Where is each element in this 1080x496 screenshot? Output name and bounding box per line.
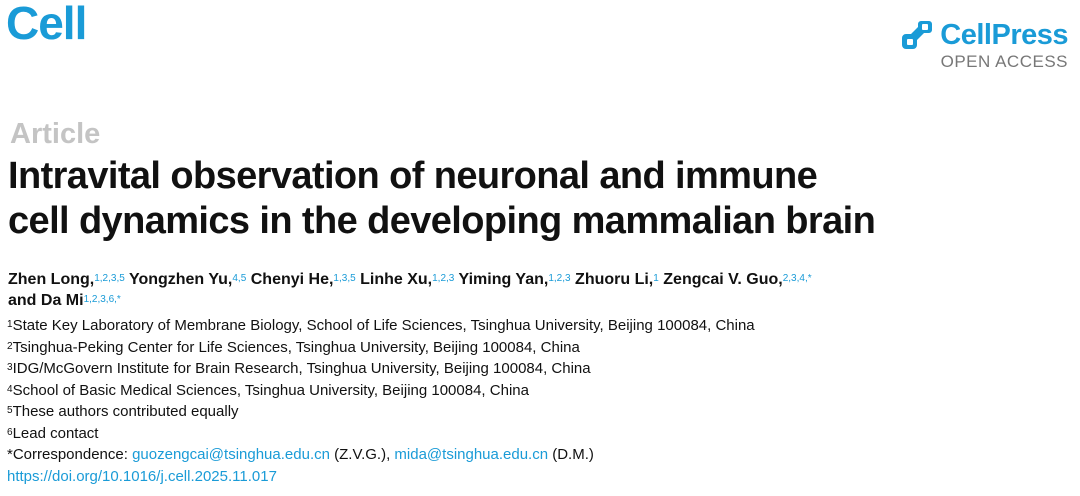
author-affiliation-marks: 1,2,3,5 bbox=[94, 273, 125, 284]
article-type-label: Article bbox=[10, 118, 101, 150]
author-affiliation-marks: 2,3,4,* bbox=[782, 273, 812, 284]
affiliation-line: 5These authors contributed equally bbox=[7, 403, 239, 420]
article-title: Intravital observation of neuronal and i… bbox=[8, 154, 876, 244]
author-affiliation-marks: 1,3,5 bbox=[333, 273, 356, 284]
affiliation-line: 3IDG/McGovern Institute for Brain Resear… bbox=[7, 360, 591, 377]
author-affiliation-marks: 4,5 bbox=[232, 273, 247, 284]
author[interactable]: Chenyi He,1,3,5 bbox=[250, 271, 356, 288]
journal-logo: Cell bbox=[6, 0, 87, 49]
affiliations: 1State Key Laboratory of Membrane Biolog… bbox=[7, 315, 755, 487]
affiliation-line: 1State Key Laboratory of Membrane Biolog… bbox=[7, 317, 755, 334]
correspondence-email-mi[interactable]: mida@tsinghua.edu.cn bbox=[394, 446, 549, 463]
doi-line: https://doi.org/10.1016/j.cell.2025.11.0… bbox=[7, 466, 755, 488]
author[interactable]: Zengcai V. Guo,2,3,4,* bbox=[663, 271, 812, 288]
author[interactable]: Zhuoru Li,1 bbox=[575, 271, 659, 288]
author[interactable]: Zhen Long,1,2,3,5 bbox=[8, 271, 125, 288]
author-affiliation-marks: 1 bbox=[653, 273, 659, 284]
author[interactable]: Yiming Yan,1,2,3 bbox=[458, 271, 571, 288]
doi-link[interactable]: https://doi.org/10.1016/j.cell.2025.11.0… bbox=[7, 467, 277, 485]
brand-name: CellPress bbox=[940, 18, 1068, 51]
author[interactable]: Yongzhen Yu,4,5 bbox=[128, 271, 247, 288]
author[interactable]: Linhe Xu,1,2,3 bbox=[360, 271, 455, 288]
correspondence-email-guo[interactable]: guozengcai@tsinghua.edu.cn bbox=[132, 446, 330, 463]
author-affiliation-marks: 1,2,3 bbox=[432, 273, 455, 284]
affiliation-line: 6Lead contact bbox=[7, 424, 99, 442]
author-affiliation-marks: 1,2,3,6,* bbox=[83, 294, 121, 305]
title-line-2: cell dynamics in the developing mammalia… bbox=[8, 200, 876, 242]
cellpress-logo-icon bbox=[902, 21, 933, 49]
cellpress-brand: CellPress OPEN ACCESS bbox=[900, 18, 1068, 72]
open-access-label: OPEN ACCESS bbox=[940, 52, 1068, 71]
affiliation-line: 4School of Basic Medical Sciences, Tsing… bbox=[7, 381, 529, 399]
title-line-1: Intravital observation of neuronal and i… bbox=[8, 155, 818, 197]
author[interactable]: and Da Mi1,2,3,6,* bbox=[8, 292, 121, 309]
affiliation-line: 2Tsinghua-Peking Center for Life Science… bbox=[7, 338, 580, 356]
author-affiliation-marks: 1,2,3 bbox=[548, 273, 571, 284]
author-list: Zhen Long,1,2,3,5 Yongzhen Yu,4,5 Chenyi… bbox=[8, 269, 1068, 311]
correspondence-line: *Correspondence: guozengcai@tsinghua.edu… bbox=[7, 446, 594, 463]
correspondence-label: *Correspondence: bbox=[7, 446, 133, 463]
